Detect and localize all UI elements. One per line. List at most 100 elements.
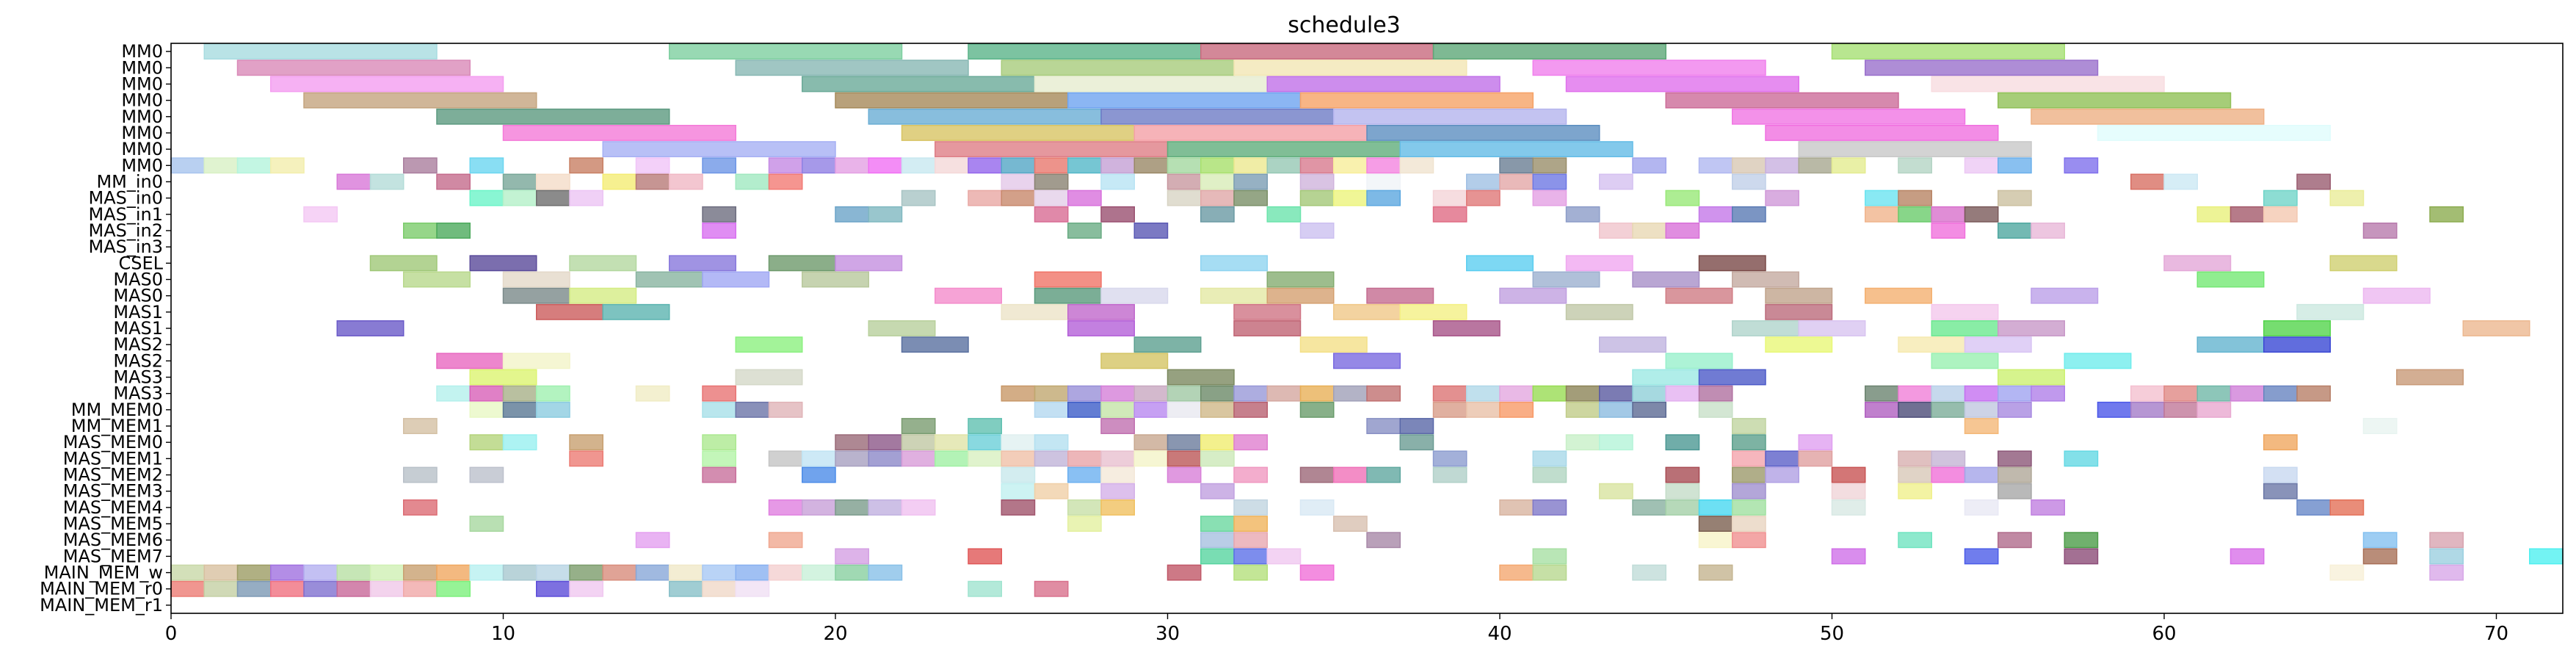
y-tick-label: MAS1 (113, 302, 163, 322)
task-bar (1167, 564, 1202, 581)
y-tick-label: MAS1 (113, 318, 163, 339)
task-bar (502, 124, 736, 141)
task-bar (669, 580, 703, 597)
task-bar (1200, 43, 1434, 60)
task-bar (1034, 173, 1069, 190)
y-tick-label: MM_MEM1 (71, 416, 163, 436)
task-bar (569, 564, 603, 581)
task-bar (1233, 401, 1268, 418)
y-tick-label: MAS_in1 (88, 204, 163, 225)
task-bar (1167, 190, 1202, 206)
task-bar (1034, 190, 1069, 206)
task-bar (2263, 320, 2331, 336)
task-bar (1299, 157, 1335, 174)
task-bar (536, 303, 603, 320)
task-bar (2196, 271, 2265, 288)
task-bar (1366, 124, 1600, 141)
task-bar (1432, 206, 1467, 223)
task-bar (968, 418, 1002, 434)
task-bar (802, 271, 869, 288)
task-bar (2163, 173, 2198, 190)
task-bar (1964, 499, 1999, 516)
task-bar (1034, 271, 1102, 288)
task-bar (2031, 499, 2065, 516)
task-bar (901, 418, 936, 434)
task-bar (1001, 466, 1036, 483)
task-bar (2196, 206, 2232, 223)
task-bar (669, 255, 736, 272)
task-bar (1366, 190, 1401, 206)
task-bar (1499, 173, 1534, 190)
y-tick-label: MAS3 (113, 367, 163, 388)
y-tick-label: MAS_MEM0 (63, 432, 163, 452)
task-bar (536, 385, 570, 402)
task-bar (1167, 173, 1202, 190)
task-bar (1200, 173, 1235, 190)
task-bar (303, 580, 338, 597)
task-bar (835, 564, 869, 581)
task-bar (1865, 401, 1899, 418)
task-bar (1233, 385, 1268, 402)
task-bar (935, 450, 969, 467)
task-bar (403, 580, 438, 597)
task-bar (2263, 466, 2298, 483)
task-bar (702, 206, 736, 223)
task-bar (1299, 466, 1335, 483)
y-tick-label: MAS_MEM5 (63, 513, 163, 534)
task-bar (802, 466, 836, 483)
x-tick-label: 20 (823, 623, 847, 645)
task-bar (2462, 320, 2530, 336)
task-bar (1765, 157, 1799, 174)
task-bar (1998, 450, 2032, 467)
task-bar (203, 580, 239, 597)
task-bar (669, 173, 703, 190)
task-bar (1167, 466, 1202, 483)
task-bar (1067, 466, 1102, 483)
task-bar (1266, 385, 1302, 402)
task-bar (901, 190, 936, 206)
task-bar (2429, 548, 2464, 565)
task-bar (1765, 336, 1833, 353)
task-bar (2329, 255, 2398, 272)
task-bar (1233, 516, 1268, 533)
y-tick-label: MM0 (121, 123, 163, 143)
task-bar (270, 564, 305, 581)
task-bar (1001, 157, 1036, 174)
y-tick-label: MM0 (121, 139, 163, 159)
task-bar (1532, 173, 1567, 190)
task-bar (735, 564, 770, 581)
y-tick-label: CSEL (118, 253, 163, 273)
task-bar (1167, 385, 1202, 402)
task-bar (1001, 303, 1069, 320)
task-bar (2196, 336, 2265, 353)
task-bar (1167, 434, 1202, 451)
x-tick-label: 60 (2152, 623, 2176, 645)
task-bar (502, 190, 537, 206)
task-bar (1732, 483, 1766, 499)
task-bar (1632, 157, 1666, 174)
task-bar (1067, 92, 1302, 109)
task-bar (1732, 271, 1799, 288)
task-bar (802, 450, 836, 467)
task-bar (768, 450, 803, 467)
task-bar (1133, 401, 1169, 418)
task-bar (1100, 466, 1135, 483)
task-bar (1001, 173, 1036, 190)
task-bar (1532, 450, 1567, 467)
task-bar (1964, 466, 1999, 483)
task-bar (968, 548, 1002, 565)
task-bar (1732, 499, 1766, 516)
task-bar (536, 564, 570, 581)
task-bar (1599, 401, 1633, 418)
y-tick-label: MAS_in2 (88, 220, 163, 241)
task-bar (569, 190, 603, 206)
y-tick-label: MM0 (121, 155, 163, 176)
task-bar (669, 43, 903, 60)
task-bar (1333, 353, 1401, 369)
task-bar (1964, 206, 1999, 223)
task-bar (1366, 418, 1401, 434)
task-bar (1034, 580, 1069, 597)
task-bar (1665, 287, 1733, 304)
task-bar (1532, 59, 1766, 76)
task-bar (1998, 223, 2032, 239)
